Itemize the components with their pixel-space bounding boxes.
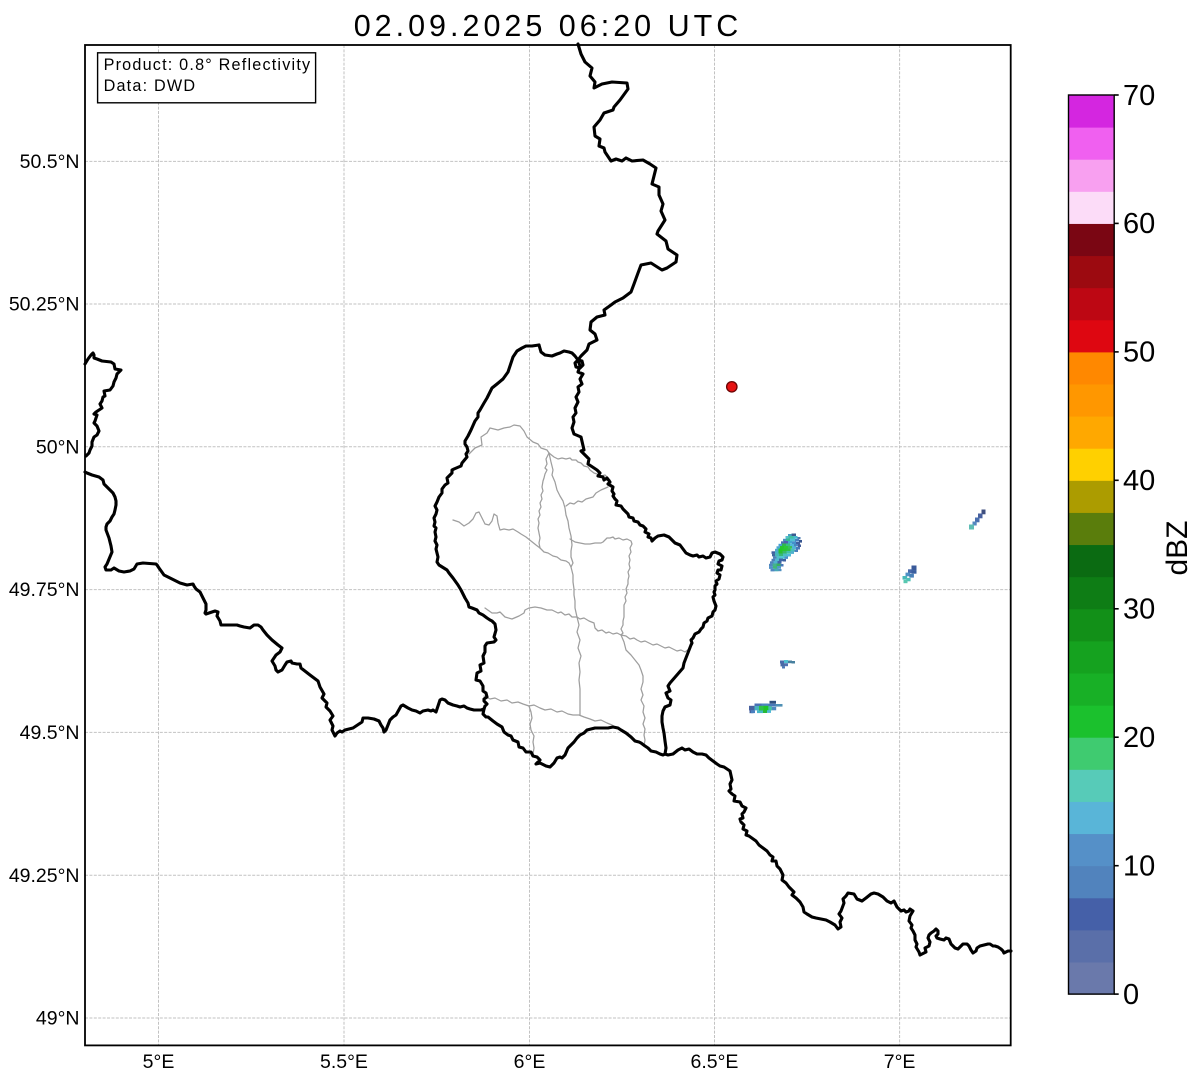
svg-text:Product: 0.8° Reflectivity: Product: 0.8° Reflectivity — [104, 56, 312, 74]
svg-text:0: 0 — [1123, 979, 1139, 1011]
svg-text:10: 10 — [1123, 851, 1155, 883]
svg-text:5.5°E: 5.5°E — [320, 1051, 368, 1073]
svg-text:30: 30 — [1123, 594, 1155, 626]
svg-text:6°E: 6°E — [514, 1051, 546, 1073]
svg-text:50.25°N: 50.25°N — [9, 294, 80, 316]
svg-text:50: 50 — [1123, 337, 1155, 369]
svg-text:49°N: 49°N — [36, 1008, 80, 1030]
svg-text:7°E: 7°E — [884, 1051, 916, 1073]
svg-text:20: 20 — [1123, 722, 1155, 754]
svg-text:5°E: 5°E — [143, 1051, 175, 1073]
svg-text:60: 60 — [1123, 208, 1155, 240]
svg-text:Data: DWD: Data: DWD — [104, 77, 197, 95]
svg-text:02.09.2025 06:20 UTC: 02.09.2025 06:20 UTC — [354, 9, 743, 43]
svg-text:40: 40 — [1123, 465, 1155, 497]
svg-text:50.5°N: 50.5°N — [20, 151, 80, 173]
svg-text:49.75°N: 49.75°N — [9, 579, 80, 601]
svg-text:50°N: 50°N — [36, 436, 80, 458]
svg-text:49.5°N: 49.5°N — [20, 722, 80, 744]
svg-text:49.25°N: 49.25°N — [9, 865, 80, 887]
svg-text:6.5°E: 6.5°E — [691, 1051, 739, 1073]
svg-text:dBZ: dBZ — [1161, 520, 1194, 575]
svg-text:70: 70 — [1123, 80, 1155, 112]
